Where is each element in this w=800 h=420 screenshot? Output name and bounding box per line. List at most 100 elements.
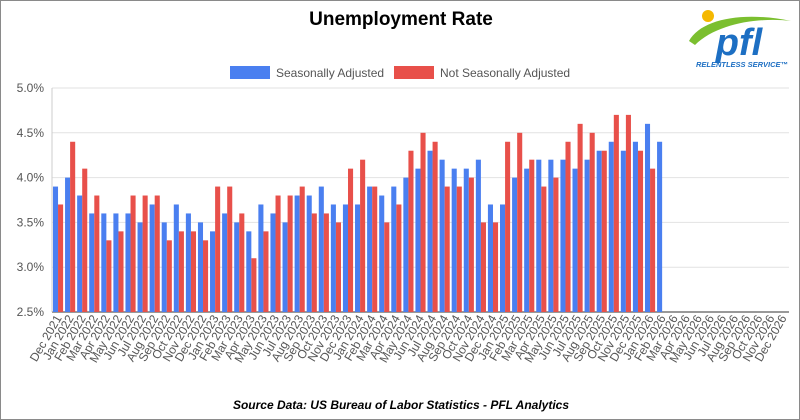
bar-seasonally-adjusted: [463, 168, 469, 312]
bar-seasonally-adjusted: [77, 195, 83, 312]
bar-seasonally-adjusted: [644, 123, 651, 312]
bar-not-seasonally-adjusted: [408, 150, 414, 312]
bar-seasonally-adjusted: [113, 213, 119, 312]
bar-not-seasonally-adjusted: [468, 177, 474, 312]
bar-seasonally-adjusted: [632, 141, 638, 312]
bar-not-seasonally-adjusted: [613, 114, 619, 312]
bar-not-seasonally-adjusted: [625, 114, 631, 312]
bar-not-seasonally-adjusted: [70, 141, 76, 312]
bar-not-seasonally-adjusted: [335, 222, 341, 312]
bar-seasonally-adjusted: [52, 186, 59, 312]
bars: [52, 114, 663, 312]
bar-not-seasonally-adjusted: [154, 195, 160, 312]
bar-seasonally-adjusted: [318, 186, 324, 312]
y-tick-label: 3.0%: [17, 260, 45, 274]
bar-not-seasonally-adjusted: [601, 150, 607, 312]
bar-not-seasonally-adjusted: [215, 186, 221, 312]
logo-tagline: RELENTLESS SERVICE™: [696, 60, 788, 69]
bar-not-seasonally-adjusted: [287, 195, 293, 312]
bar-seasonally-adjusted: [475, 159, 481, 312]
bar-seasonally-adjusted: [451, 168, 457, 312]
bar-seasonally-adjusted: [173, 204, 179, 312]
bar-seasonally-adjusted: [149, 204, 155, 312]
bar-not-seasonally-adjusted: [299, 186, 305, 312]
bar-not-seasonally-adjusted: [420, 132, 426, 312]
bar-not-seasonally-adjusted: [396, 204, 402, 312]
sun-icon: [702, 10, 714, 22]
legend-swatch-seasonally-adjusted: [230, 66, 270, 79]
bar-not-seasonally-adjusted: [203, 240, 209, 312]
bar-not-seasonally-adjusted: [505, 141, 511, 312]
bar-not-seasonally-adjusted: [275, 195, 281, 312]
bar-not-seasonally-adjusted: [323, 213, 329, 312]
bar-not-seasonally-adjusted: [263, 231, 269, 312]
bar-not-seasonally-adjusted: [517, 132, 523, 312]
bar-seasonally-adjusted: [137, 222, 143, 312]
swoosh-icon: [689, 16, 791, 45]
bar-not-seasonally-adjusted: [480, 222, 486, 312]
bar-seasonally-adjusted: [608, 141, 614, 312]
bar-seasonally-adjusted: [439, 159, 445, 312]
bar-not-seasonally-adjusted: [589, 132, 595, 312]
bar-seasonally-adjusted: [355, 204, 361, 312]
bar-not-seasonally-adjusted: [311, 213, 317, 312]
bar-not-seasonally-adjusted: [178, 231, 184, 312]
bar-seasonally-adjusted: [500, 204, 506, 312]
logo-wordmark: pfl: [715, 22, 764, 64]
bar-not-seasonally-adjusted: [444, 186, 450, 312]
bar-seasonally-adjusted: [210, 231, 216, 312]
bar-not-seasonally-adjusted: [166, 240, 172, 312]
bar-seasonally-adjusted: [657, 141, 663, 312]
bar-seasonally-adjusted: [584, 159, 590, 312]
bar-seasonally-adjusted: [258, 204, 264, 312]
bar-seasonally-adjusted: [294, 195, 300, 312]
bar-not-seasonally-adjusted: [384, 222, 390, 312]
bar-seasonally-adjusted: [548, 159, 554, 312]
bar-not-seasonally-adjusted: [251, 258, 257, 312]
bar-seasonally-adjusted: [427, 150, 433, 312]
bar-seasonally-adjusted: [125, 213, 131, 312]
bar-seasonally-adjusted: [524, 168, 530, 312]
bar-not-seasonally-adjusted: [553, 177, 559, 312]
bar-not-seasonally-adjusted: [82, 168, 88, 312]
bar-seasonally-adjusted: [512, 177, 518, 312]
bar-not-seasonally-adjusted: [372, 186, 378, 312]
bar-seasonally-adjusted: [222, 213, 228, 312]
bar-seasonally-adjusted: [403, 177, 409, 312]
bar-not-seasonally-adjusted: [637, 150, 644, 312]
bar-seasonally-adjusted: [620, 150, 626, 312]
bar-not-seasonally-adjusted: [142, 195, 148, 312]
bar-seasonally-adjusted: [596, 150, 602, 312]
bar-not-seasonally-adjusted: [577, 123, 583, 312]
bar-seasonally-adjusted: [65, 177, 71, 312]
bar-seasonally-adjusted: [572, 168, 578, 312]
bar-not-seasonally-adjusted: [541, 186, 547, 312]
bar-not-seasonally-adjusted: [360, 159, 366, 312]
legend-label-seasonally-adjusted: Seasonally Adjusted: [276, 66, 384, 80]
bar-seasonally-adjusted: [342, 204, 348, 312]
bar-seasonally-adjusted: [367, 186, 373, 312]
bar-seasonally-adjusted: [487, 204, 493, 312]
bar-not-seasonally-adjusted: [118, 231, 124, 312]
bar-seasonally-adjusted: [246, 231, 252, 312]
bar-not-seasonally-adjusted: [94, 195, 100, 312]
bar-not-seasonally-adjusted: [130, 195, 136, 312]
bar-not-seasonally-adjusted: [239, 213, 245, 312]
y-tick-label: 2.5%: [17, 305, 45, 319]
bar-seasonally-adjusted: [306, 195, 312, 312]
y-tick-label: 4.0%: [17, 171, 45, 185]
bar-not-seasonally-adjusted: [492, 222, 499, 312]
bar-seasonally-adjusted: [330, 204, 336, 312]
y-tick-label: 5.0%: [17, 81, 45, 95]
bar-not-seasonally-adjusted: [58, 204, 64, 312]
bar-seasonally-adjusted: [234, 222, 240, 312]
y-tick-label: 3.5%: [17, 215, 45, 229]
bar-seasonally-adjusted: [270, 213, 276, 312]
bar-seasonally-adjusted: [415, 168, 421, 312]
bar-not-seasonally-adjusted: [650, 168, 656, 312]
bar-seasonally-adjusted: [161, 222, 167, 312]
bar-seasonally-adjusted: [185, 213, 191, 312]
